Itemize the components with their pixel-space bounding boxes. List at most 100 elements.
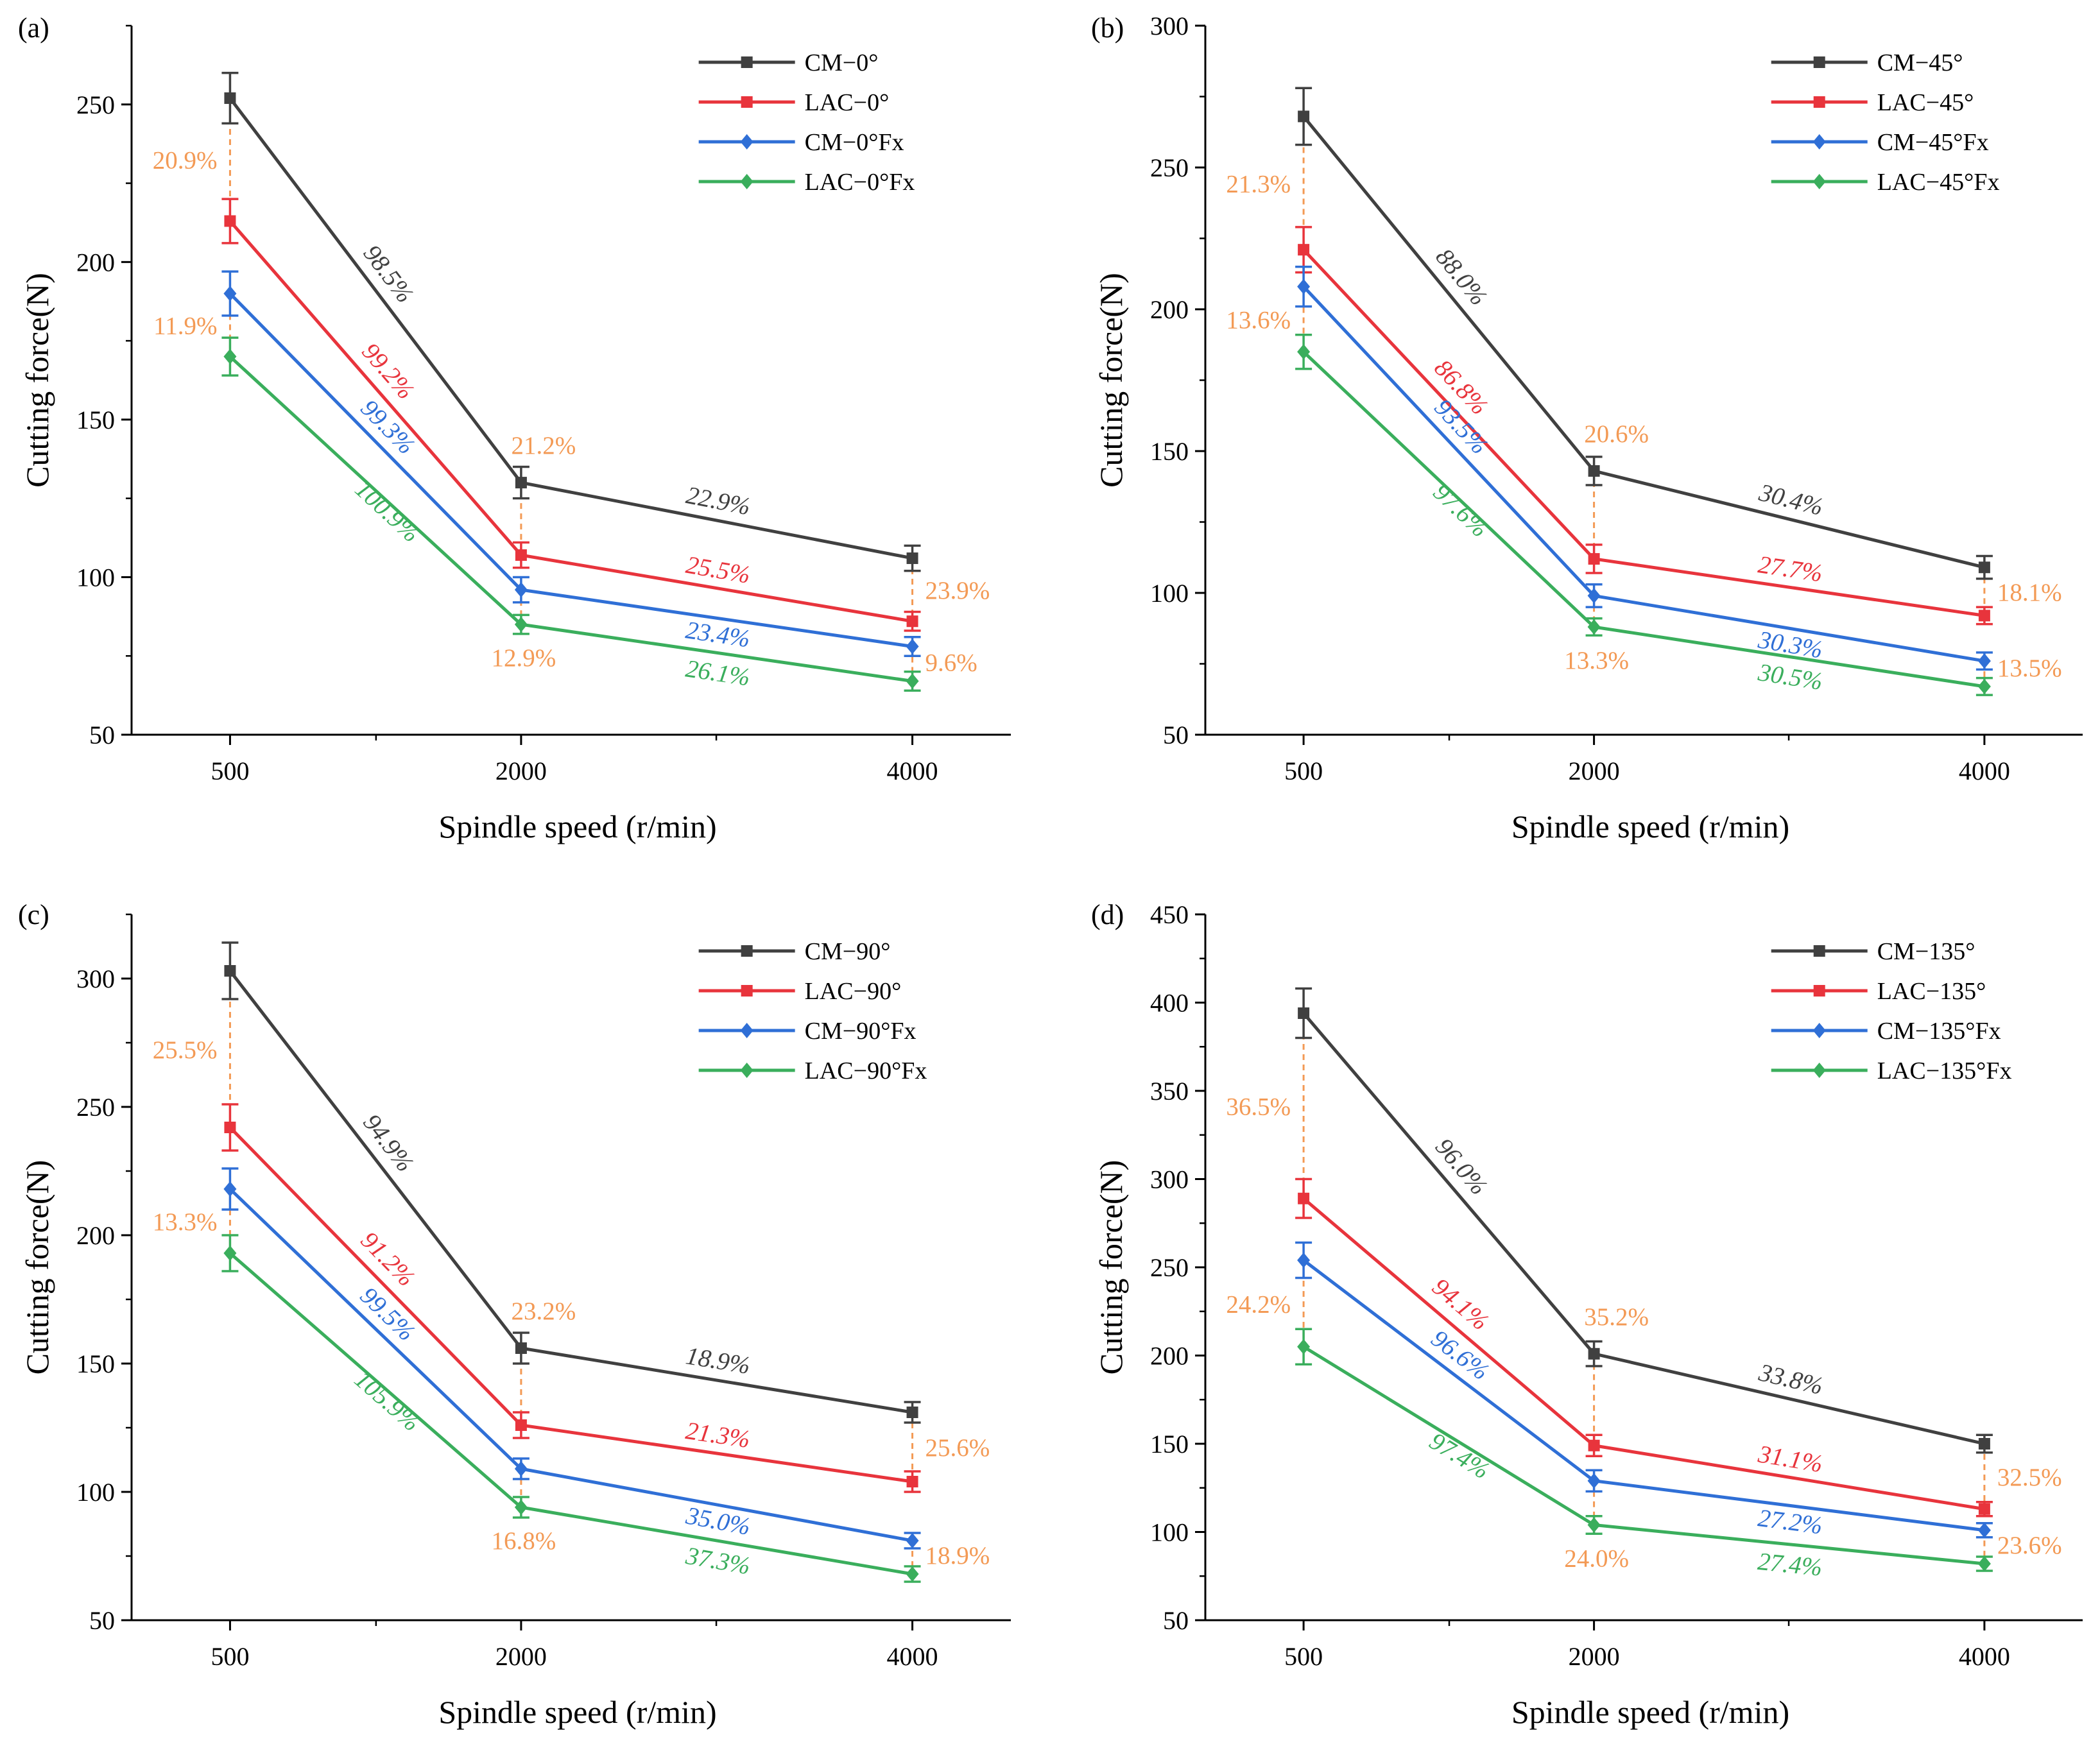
- data-point-square: [906, 615, 918, 628]
- legend-label-CMFx: CM−45°Fx: [1877, 129, 1989, 156]
- data-point-diamond: [1297, 278, 1311, 295]
- reduction-label: 24.2%: [1226, 1290, 1291, 1318]
- data-point-diamond: [514, 1500, 528, 1515]
- panel-label: (c): [18, 899, 49, 930]
- x-tick-label: 4000: [887, 1642, 938, 1671]
- series-CMFx: [1295, 1241, 1993, 1539]
- reduction-label: 36.5%: [1226, 1093, 1291, 1120]
- legend-marker-square: [1813, 56, 1825, 68]
- y-tick-label: 100: [76, 1478, 115, 1507]
- data-point-square: [1298, 1007, 1310, 1019]
- legend-label-LACFx: LAC−45°Fx: [1877, 169, 2000, 196]
- slope-label-LAC: 94.1%: [1427, 1273, 1494, 1336]
- y-tick-label: 50: [89, 721, 115, 749]
- legend-marker-square: [741, 56, 753, 68]
- series-LAC: [1295, 1177, 1993, 1518]
- series-CM: [221, 941, 921, 1424]
- reduction-label: 20.6%: [1584, 420, 1649, 448]
- reduction-label: 18.1%: [1997, 579, 2062, 606]
- legend-marker-diamond: [1812, 174, 1826, 189]
- reduction-label: 11.9%: [153, 312, 217, 340]
- y-tick-label: 100: [1150, 1518, 1189, 1547]
- data-point-square: [1978, 610, 1990, 622]
- series-line: [1302, 1259, 1985, 1532]
- data-point-square: [1298, 1192, 1310, 1204]
- series-LACFx: [221, 336, 921, 692]
- series-LACFx: [1295, 1328, 1993, 1572]
- data-point-square: [515, 549, 527, 561]
- legend: CM−135° LAC−135° CM−135°Fx LAC−135°Fx: [1771, 938, 2012, 1084]
- data-point-square: [1978, 561, 1990, 574]
- reduction-label: 12.9%: [492, 644, 556, 672]
- x-tick-label: 2000: [1569, 1642, 1620, 1671]
- y-axis-title: Cutting force(N): [1093, 273, 1129, 488]
- reduction-label: 21.2%: [512, 432, 576, 459]
- reduction-label: 35.2%: [1584, 1303, 1649, 1331]
- slope-label-CM: 94.9%: [357, 1109, 419, 1177]
- legend-marker-diamond: [740, 1023, 753, 1038]
- series-LAC: [221, 1103, 921, 1493]
- x-tick-label: 2000: [495, 757, 547, 785]
- y-tick-label: 150: [1150, 1430, 1189, 1459]
- data-point-square: [224, 92, 236, 104]
- slope-label-LACFx: 27.4%: [1757, 1548, 1824, 1582]
- y-tick-label: 350: [1150, 1077, 1189, 1106]
- legend-label-CM: CM−0°: [805, 49, 879, 76]
- slope-label-CM: 88.0%: [1430, 243, 1492, 311]
- legend-label-CMFx: CM−90°Fx: [805, 1018, 917, 1045]
- data-point-square: [224, 1122, 236, 1133]
- data-point-square: [1588, 1348, 1600, 1360]
- series-LACFx: [1295, 334, 1993, 696]
- y-tick-label: 150: [76, 1349, 115, 1378]
- slope-label-CMFx: 96.6%: [1426, 1324, 1494, 1385]
- legend-marker-diamond: [1812, 134, 1826, 150]
- y-tick-label: 100: [1150, 579, 1189, 608]
- data-point-square: [1588, 1439, 1600, 1451]
- data-point-square: [224, 965, 236, 977]
- reduction-label: 32.5%: [1997, 1464, 2062, 1491]
- data-point-diamond: [906, 638, 919, 655]
- data-point-square: [515, 1342, 527, 1354]
- legend-marker-square: [1813, 945, 1825, 957]
- y-axis-title: Cutting force(N): [19, 273, 55, 488]
- reduction-label: 23.2%: [512, 1297, 576, 1325]
- data-point-square: [1298, 244, 1310, 256]
- x-tick-label: 4000: [887, 757, 938, 785]
- data-point-square: [1588, 552, 1600, 565]
- slope-label-LACFx: 37.3%: [684, 1542, 753, 1580]
- legend-label-CMFx: CM−135°Fx: [1877, 1018, 2001, 1045]
- data-point-square: [906, 1476, 918, 1487]
- legend-marker-diamond: [1812, 1063, 1826, 1078]
- data-point-diamond: [223, 348, 237, 364]
- legend-label-LAC: LAC−90°: [805, 978, 902, 1005]
- legend-label-CM: CM−135°: [1877, 938, 1975, 965]
- slope-label-LACFx: 105.9%: [349, 1365, 426, 1437]
- data-point-diamond: [223, 286, 237, 302]
- data-point-diamond: [1587, 1473, 1601, 1489]
- reduction-label: 24.0%: [1564, 1545, 1629, 1573]
- y-tick-label: 300: [76, 964, 115, 993]
- legend-marker-diamond: [1812, 1023, 1826, 1038]
- series-line: [228, 219, 913, 623]
- data-point-diamond: [514, 582, 528, 598]
- data-point-diamond: [1977, 678, 1991, 694]
- slope-label-CM: 18.9%: [684, 1342, 752, 1380]
- data-point-diamond: [223, 1181, 237, 1197]
- series-CMFx: [221, 270, 921, 657]
- y-tick-label: 150: [1150, 437, 1189, 466]
- slope-label-LAC: 99.2%: [356, 338, 420, 404]
- legend-label-LACFx: LAC−90°Fx: [805, 1057, 927, 1084]
- data-point-diamond: [1587, 588, 1601, 604]
- slope-label-LACFx: 26.1%: [684, 655, 752, 691]
- data-point-diamond: [1977, 653, 1991, 669]
- y-tick-label: 50: [1163, 1606, 1189, 1635]
- legend-label-LAC: LAC−45°: [1877, 89, 1974, 116]
- data-point-diamond: [1297, 344, 1311, 360]
- legend: CM−45° LAC−45° CM−45°Fx LAC−45°Fx: [1771, 49, 2000, 196]
- x-tick-label: 2000: [1569, 757, 1620, 785]
- chart-panel-a: (a) 50 100 150 200 250 500 2000 4000 Spindle spee…: [18, 12, 1011, 844]
- slope-label-CM: 96.0%: [1430, 1133, 1493, 1201]
- x-tick-label: 4000: [1959, 1642, 2010, 1671]
- x-tick-label: 2000: [495, 1642, 547, 1671]
- legend-label-LACFx: LAC−135°Fx: [1877, 1057, 2012, 1084]
